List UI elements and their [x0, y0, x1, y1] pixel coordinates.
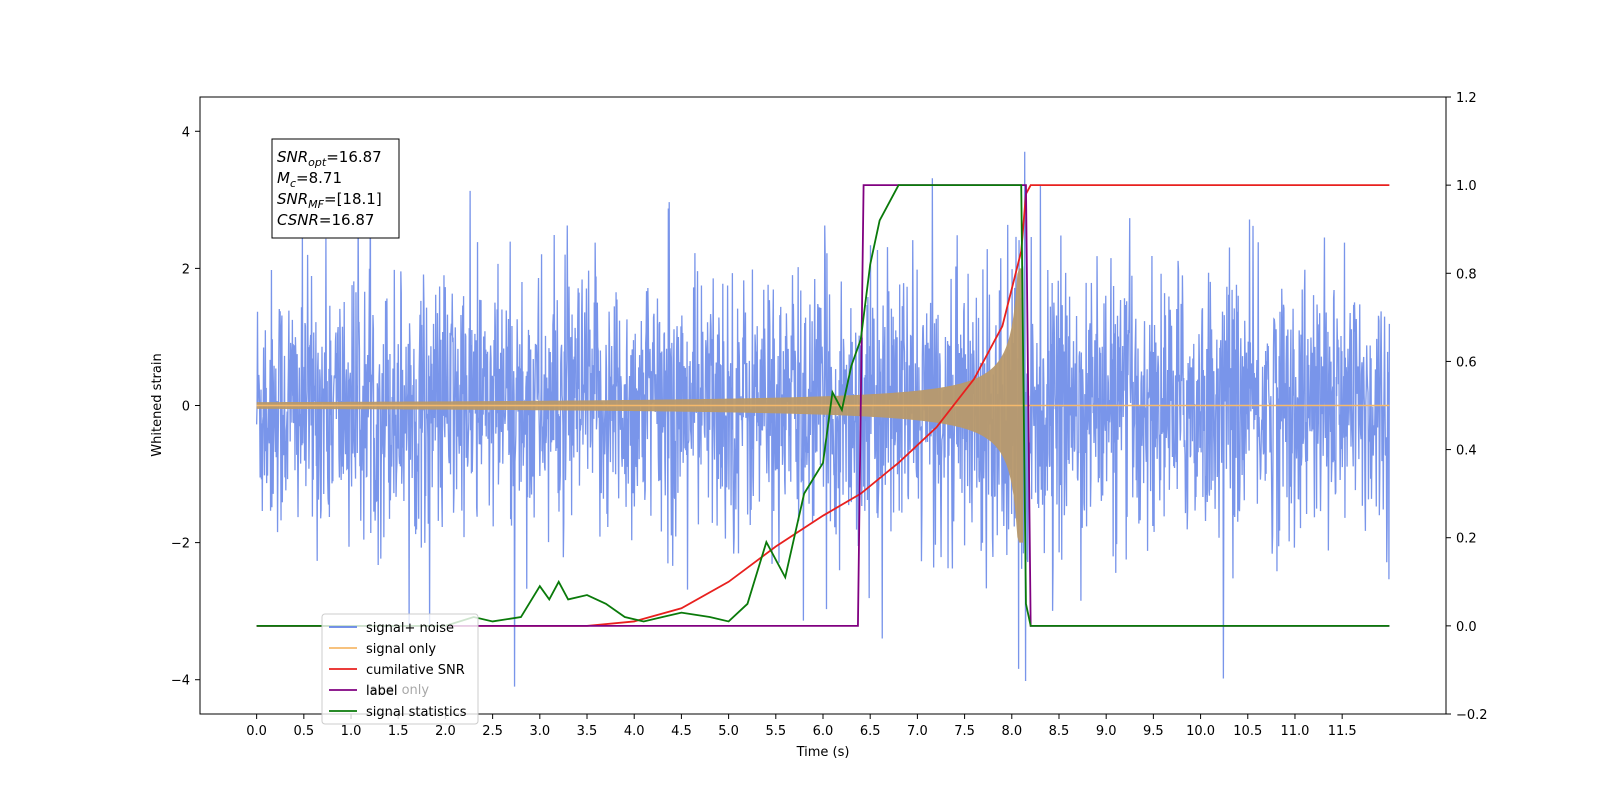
legend-label: cumilative SNR	[366, 663, 465, 678]
x-tick-label: 7.5	[954, 724, 975, 739]
x-tick-label: 9.5	[1143, 724, 1164, 739]
x-tick-label: 9.0	[1096, 724, 1117, 739]
x-tick-label: 4.0	[624, 724, 645, 739]
y-axis-left: 4 2 0 −2 −4	[171, 125, 200, 689]
x-tick-label: 11.0	[1280, 724, 1309, 739]
annotation-line: SNRopt=16.87	[277, 148, 382, 169]
series-layer	[255, 151, 1391, 687]
y2-tick-label: 0.8	[1456, 267, 1477, 282]
y-tick-label: 2	[182, 262, 190, 277]
x-tick-label: 7.0	[907, 724, 928, 739]
x-tick-label: 8.0	[1001, 724, 1022, 739]
legend: signal+ noise signal only cumilative SNR la…	[321, 613, 479, 725]
y-tick-label: −2	[171, 537, 190, 552]
x-tick-label: 6.0	[813, 724, 834, 739]
x-tick-label: 6.5	[860, 724, 881, 739]
y2-tick-label: 1.2	[1456, 91, 1477, 106]
x-tick-label: 10.5	[1233, 724, 1262, 739]
x-tick-label: 0.0	[246, 724, 267, 739]
y2-tick-label: −0.2	[1456, 708, 1488, 723]
x-tick-label: 4.5	[671, 724, 692, 739]
x-tick-label: 5.5	[765, 724, 786, 739]
y2-tick-label: 0.6	[1456, 355, 1477, 370]
series-signal-statistics	[256, 184, 1390, 627]
y-tick-label: −4	[171, 674, 190, 689]
x-tick-label: 10.0	[1186, 724, 1215, 739]
x-tick-label: 2.5	[482, 724, 503, 739]
x-tick-label: 3.5	[577, 724, 598, 739]
y-tick-label: 4	[182, 125, 190, 140]
annotation-line: CSNR=16.87	[277, 211, 374, 229]
y2-tick-label: 0.0	[1456, 620, 1477, 635]
annotation-line: Mc=8.71	[277, 169, 342, 190]
x-tick-label: 3.0	[529, 724, 550, 739]
legend-label: signal statistics	[366, 705, 467, 720]
x-tick-label: 1.5	[388, 724, 409, 739]
x-axis-label: Time (s)	[796, 745, 850, 760]
y2-tick-label: 0.4	[1456, 444, 1477, 459]
x-axis: 0.0 0.5 1.0 1.5 2.0 2.5 3.0 3.5 4.0 4.5 5.0 5.5 6.0 6…	[246, 714, 1357, 739]
x-tick-label: 0.5	[293, 724, 314, 739]
x-tick-label: 8.5	[1049, 724, 1070, 739]
y-axis-label: Whitened strain	[150, 353, 165, 456]
legend-label: signal only	[366, 642, 436, 657]
y2-tick-label: 1.0	[1456, 179, 1477, 194]
legend-frame	[321, 613, 479, 725]
x-tick-label: 5.0	[718, 724, 739, 739]
annotation-line: SNRMF=[18.1]	[277, 190, 382, 211]
series-cumulative-snr	[256, 184, 1390, 627]
legend-label: label	[366, 684, 397, 699]
annotation-box: SNRopt=16.87Mc=8.71SNRMF=[18.1]CSNR=16.8…	[271, 138, 400, 239]
y-axis-right: 1.2 1.0 0.8 0.6 0.4 0.2 0.0 −0.2	[1446, 91, 1488, 723]
y2-tick-label: 0.2	[1456, 532, 1477, 547]
y-tick-label: 0	[182, 400, 190, 415]
x-tick-label: 2.0	[435, 724, 456, 739]
x-tick-label: 1.0	[341, 724, 362, 739]
x-tick-label: 11.5	[1328, 724, 1357, 739]
legend-label: signal+ noise	[366, 621, 454, 636]
annotation-frame	[271, 138, 400, 239]
legend-occluded-text: label only	[366, 683, 429, 698]
